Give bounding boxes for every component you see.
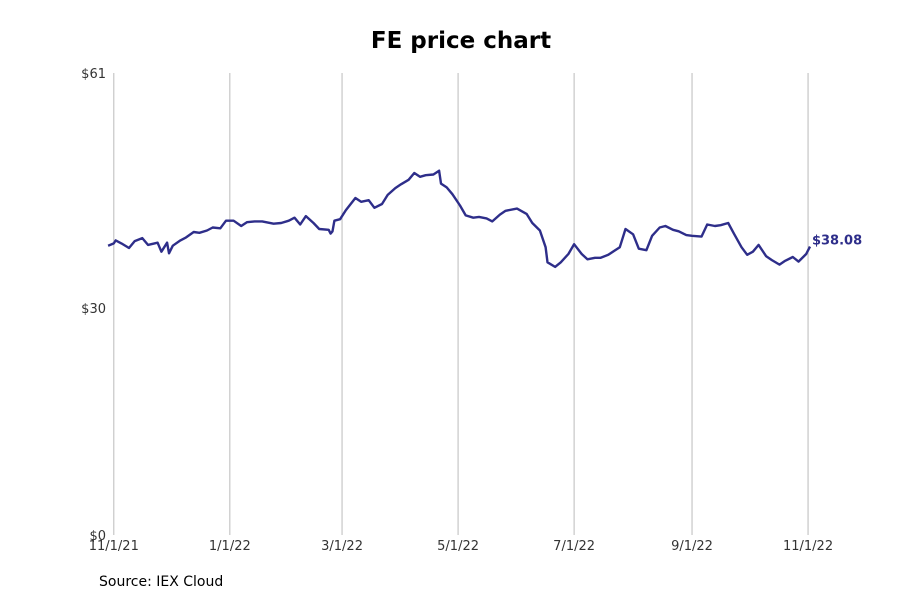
x-tick-label: 9/1/22 [671, 539, 713, 554]
x-tick-label: 1/1/22 [209, 539, 251, 554]
grid-lines [113, 73, 809, 535]
x-tick-label: 11/1/22 [783, 539, 833, 554]
price-series-line [107, 169, 812, 269]
x-tick-label: 7/1/22 [553, 539, 595, 554]
chart-title: FE price chart [370, 28, 552, 54]
y-axis-ticks: $0 $30 $61 [81, 67, 106, 544]
last-price-label: $38.08 [812, 234, 862, 249]
x-axis-ticks: 11/1/21 1/1/22 3/1/22 5/1/22 7/1/22 9/1/22 11/… [89, 539, 833, 554]
source-note: Source: IEX Cloud [99, 574, 224, 590]
x-tick-label: 5/1/22 [437, 539, 479, 554]
y-tick-label: $61 [81, 67, 106, 82]
x-tick-label: 3/1/22 [321, 539, 363, 554]
y-tick-label: $0 [89, 529, 106, 544]
y-tick-label: $30 [81, 302, 106, 317]
x-tick-label: 11/1/21 [89, 539, 139, 554]
